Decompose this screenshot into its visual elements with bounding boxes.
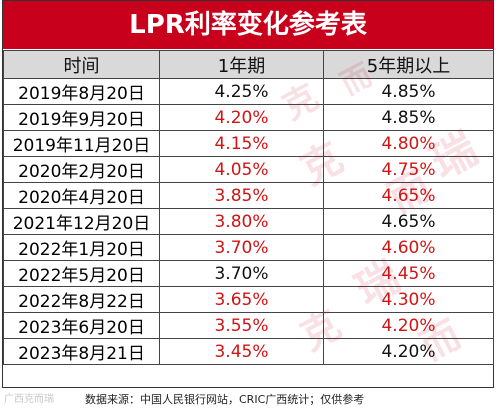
five-year-rate-cell: 4.20% [323, 312, 494, 339]
date-cell: 2022年5月20日 [3, 260, 160, 287]
footer: 广西克而瑞 数据来源：中国人民银行网站，CRIC广西统计；仅供参考 [0, 389, 496, 410]
one-year-rate-cell: 4.15% [159, 130, 324, 157]
five-year-rate-cell: 4.85% [323, 78, 494, 105]
one-year-rate-cell: 4.20% [159, 104, 324, 131]
one-year-rate-cell: 4.05% [159, 156, 324, 183]
table-title: LPR利率变化参考表 [3, 1, 493, 49]
date-cell: 2022年8月22日 [3, 286, 160, 313]
five-year-rate-cell: 4.30% [323, 286, 494, 313]
table-row: 2022年8月22日 3.65% 4.30% [3, 286, 494, 313]
table-row: 2022年5月20日 3.70% 4.45% [3, 260, 494, 287]
brand-watermark: 广西克而瑞 [4, 394, 54, 405]
table-row: 2019年8月20日 4.25% 4.85% [3, 78, 494, 105]
one-year-rate-cell: 3.55% [159, 312, 324, 339]
date-cell: 2023年8月21日 [3, 338, 160, 365]
five-year-rate-cell: 4.80% [323, 130, 494, 157]
date-cell: 2021年12月20日 [3, 208, 160, 235]
one-year-rate-cell: 3.65% [159, 286, 324, 313]
table-row: 2020年4月20日 3.85% 4.65% [3, 182, 494, 209]
table-frame [2, 0, 494, 388]
date-cell: 2019年8月20日 [3, 78, 160, 105]
five-year-rate-cell: 4.75% [323, 156, 494, 183]
date-cell: 2019年11月20日 [3, 130, 160, 157]
date-cell: 2022年1月20日 [3, 234, 160, 261]
header-date: 时间 [3, 50, 160, 79]
date-cell: 2019年9月20日 [3, 104, 160, 131]
one-year-rate-cell: 4.25% [159, 78, 324, 105]
table-row: 2020年2月20日 4.05% 4.75% [3, 156, 494, 183]
table-row: 2021年12月20日 3.80% 4.65% [3, 208, 494, 235]
one-year-rate-cell: 3.80% [159, 208, 324, 235]
five-year-rate-cell: 4.65% [323, 208, 494, 235]
one-year-rate-cell: 3.70% [159, 234, 324, 261]
date-cell: 2020年2月20日 [3, 156, 160, 183]
five-year-rate-cell: 4.65% [323, 182, 494, 209]
table-row: 2022年1月20日 3.70% 4.60% [3, 234, 494, 261]
table-row: 2023年6月20日 3.55% 4.20% [3, 312, 494, 339]
five-year-rate-cell: 4.20% [323, 338, 494, 365]
data-source: 数据来源：中国人民银行网站，CRIC广西统计；仅供参考 [85, 393, 365, 406]
five-year-rate-cell: 4.45% [323, 260, 494, 287]
date-cell: 2020年4月20日 [3, 182, 160, 209]
one-year-rate-cell: 3.85% [159, 182, 324, 209]
table-row: 2019年11月20日 4.15% 4.80% [3, 130, 494, 157]
one-year-rate-cell: 3.45% [159, 338, 324, 365]
table-row: 2023年8月21日 3.45% 4.20% [3, 338, 494, 365]
five-year-rate-cell: 4.85% [323, 104, 494, 131]
date-cell: 2023年6月20日 [3, 312, 160, 339]
header-row: 时间 1年期 5年期以上 [3, 50, 494, 79]
table-row: 2019年9月20日 4.20% 4.85% [3, 104, 494, 131]
five-year-rate-cell: 4.60% [323, 234, 494, 261]
header-one-year: 1年期 [159, 50, 324, 79]
header-five-year: 5年期以上 [323, 50, 494, 79]
one-year-rate-cell: 3.70% [159, 260, 324, 287]
lpr-table: 时间 1年期 5年期以上 2019年8月20日 4.25% 4.85% 2019年9月… [3, 50, 494, 365]
